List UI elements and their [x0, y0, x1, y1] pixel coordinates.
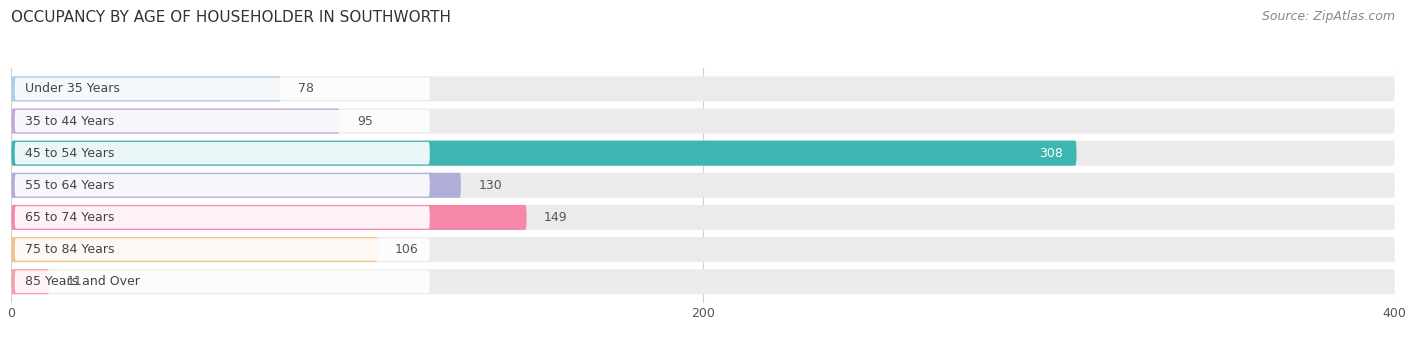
FancyBboxPatch shape [11, 108, 1395, 134]
FancyBboxPatch shape [11, 173, 1395, 198]
FancyBboxPatch shape [14, 238, 430, 261]
Text: 75 to 84 Years: 75 to 84 Years [25, 243, 114, 256]
FancyBboxPatch shape [11, 269, 1395, 294]
FancyBboxPatch shape [14, 110, 430, 132]
FancyBboxPatch shape [14, 78, 430, 100]
FancyBboxPatch shape [11, 173, 461, 198]
Text: 45 to 54 Years: 45 to 54 Years [25, 147, 114, 160]
Text: 106: 106 [395, 243, 419, 256]
Text: 55 to 64 Years: 55 to 64 Years [25, 179, 114, 192]
FancyBboxPatch shape [11, 108, 340, 134]
FancyBboxPatch shape [11, 205, 527, 230]
Text: 11: 11 [66, 275, 83, 288]
Text: 85 Years and Over: 85 Years and Over [25, 275, 141, 288]
Text: 35 to 44 Years: 35 to 44 Years [25, 115, 114, 128]
FancyBboxPatch shape [11, 76, 281, 101]
Text: 65 to 74 Years: 65 to 74 Years [25, 211, 114, 224]
FancyBboxPatch shape [11, 205, 1395, 230]
Text: Under 35 Years: Under 35 Years [25, 82, 120, 96]
Text: 78: 78 [298, 82, 315, 96]
Text: Source: ZipAtlas.com: Source: ZipAtlas.com [1261, 10, 1395, 23]
FancyBboxPatch shape [11, 269, 49, 294]
FancyBboxPatch shape [11, 237, 1395, 262]
Text: 95: 95 [357, 115, 373, 128]
FancyBboxPatch shape [14, 174, 430, 197]
FancyBboxPatch shape [11, 237, 378, 262]
FancyBboxPatch shape [14, 142, 430, 165]
FancyBboxPatch shape [11, 141, 1077, 166]
FancyBboxPatch shape [14, 270, 430, 293]
Text: 308: 308 [1039, 147, 1063, 160]
Text: 149: 149 [544, 211, 568, 224]
FancyBboxPatch shape [11, 76, 1395, 101]
FancyBboxPatch shape [11, 141, 1395, 166]
FancyBboxPatch shape [14, 206, 430, 229]
Text: OCCUPANCY BY AGE OF HOUSEHOLDER IN SOUTHWORTH: OCCUPANCY BY AGE OF HOUSEHOLDER IN SOUTH… [11, 10, 451, 25]
Text: 130: 130 [478, 179, 502, 192]
